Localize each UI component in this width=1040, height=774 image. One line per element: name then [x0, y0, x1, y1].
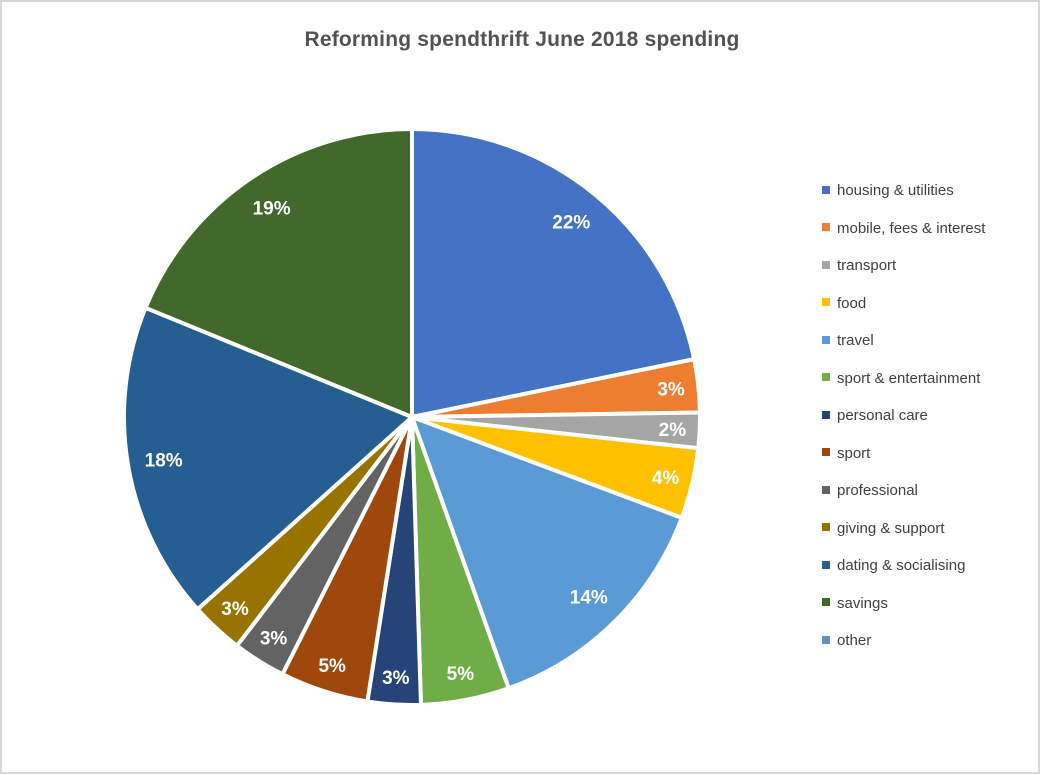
legend-item-giving-and-support: giving & support [822, 510, 1037, 548]
legend-color-swatch [822, 185, 830, 194]
legend-color-swatch [822, 298, 830, 307]
legend-item-transport: transport [822, 247, 1037, 285]
legend-color-swatch [822, 223, 830, 232]
legend-color-swatch [822, 598, 830, 607]
pie-label-dating-and-socialising: 18% [145, 451, 183, 472]
legend-item-label: travel [837, 332, 874, 350]
pie-label-housing-and-utilities: 22% [552, 212, 590, 233]
pie-label-food: 4% [652, 468, 680, 489]
pie-label-sport: 5% [318, 656, 346, 677]
legend-item-housing-and-utilities: housing & utilities [822, 172, 1037, 210]
pie-label-mobile-fees-and-interest: 3% [657, 379, 685, 400]
legend-item-sport-and-entertainment: sport & entertainment [822, 360, 1037, 398]
pie-label-professional: 3% [260, 628, 288, 649]
legend-item-label: savings [837, 594, 888, 612]
legend-item-sport: sport [822, 435, 1037, 473]
legend-item-professional: professional [822, 472, 1037, 510]
pie-label-savings: 19% [253, 198, 291, 219]
legend-color-swatch [822, 448, 830, 457]
legend-color-swatch [822, 335, 830, 344]
pie-slice-travel [408, 413, 685, 691]
pie-label-travel: 14% [570, 587, 608, 608]
legend-item-food: food [822, 285, 1037, 323]
legend-item-label: dating & socialising [837, 557, 966, 575]
legend-item-savings: savings [822, 585, 1037, 623]
legend-item-label: mobile, fees & interest [837, 219, 986, 237]
legend-color-swatch [822, 485, 830, 494]
legend-item-label: sport [837, 444, 871, 462]
pie-slice-housing-and-utilities [410, 126, 697, 420]
legend-item-label: transport [837, 257, 897, 275]
legend: housing & utilities mobile, fees & intere… [822, 172, 1037, 660]
legend-color-swatch [822, 560, 830, 569]
legend-item-dating-and-socialising: dating & socialising [822, 547, 1037, 585]
legend-item-label: food [837, 294, 867, 312]
legend-item-mobile-fees-and-interest: mobile, fees & interest [822, 210, 1037, 248]
legend-item-label: sport & entertainment [837, 369, 981, 387]
pie-label-giving-and-support: 3% [221, 599, 249, 620]
legend-item-label: other [837, 632, 872, 650]
pie-label-transport: 2% [659, 420, 687, 441]
pie-label-sport-and-entertainment: 5% [447, 664, 475, 685]
pie-slice-dating-and-socialising [122, 305, 416, 613]
legend-color-swatch [822, 523, 830, 532]
legend-item-label: housing & utilities [837, 182, 954, 200]
legend-item-label: professional [837, 482, 918, 500]
legend-item-label: giving & support [837, 519, 945, 537]
legend-item-label: personal care [837, 407, 928, 425]
legend-color-swatch [822, 260, 830, 269]
legend-item-travel: travel [822, 322, 1037, 360]
legend-color-swatch [822, 373, 830, 382]
legend-color-swatch [822, 410, 830, 419]
legend-item-personal-care: personal care [822, 397, 1037, 435]
legend-item-other: other [822, 622, 1037, 660]
pie-slice-savings [142, 126, 414, 420]
chart-title: Reforming spendthrift June 2018 spending [304, 28, 740, 51]
pie-label-personal-care: 3% [382, 668, 410, 689]
legend-color-swatch [822, 635, 830, 644]
